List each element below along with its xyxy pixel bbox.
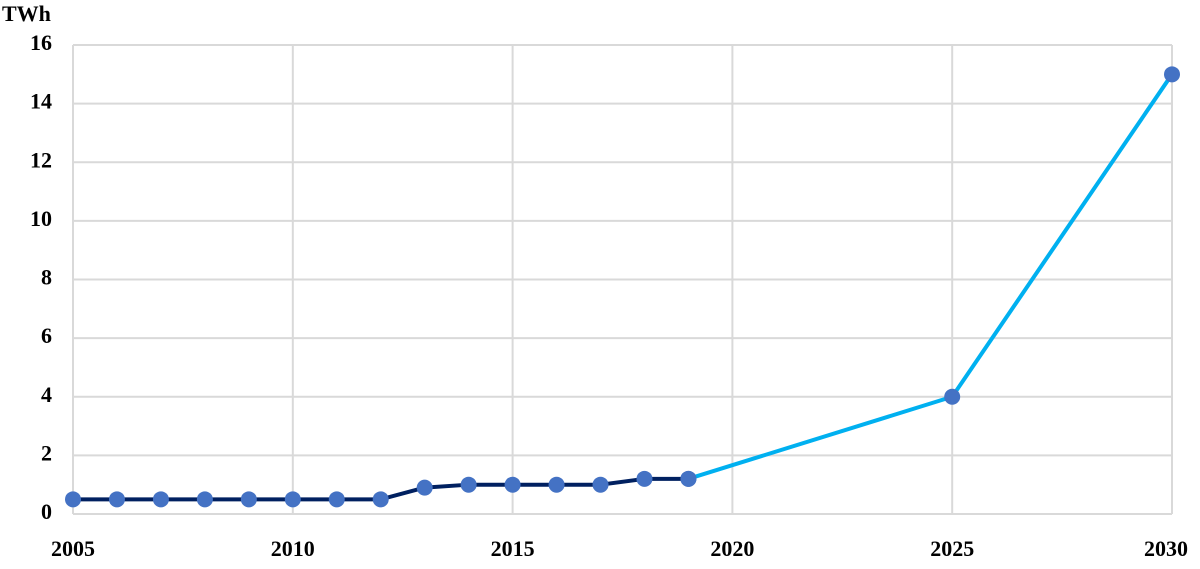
data-point [240,491,257,508]
data-point [680,470,697,487]
series-line [687,73,1174,481]
y-tick-label: 8 [41,265,52,290]
y-tick-label: 16 [30,30,52,55]
data-point [460,476,477,493]
y-tick-label: 10 [30,206,52,231]
data-point [372,491,389,508]
data-point [416,479,433,496]
y-tick-label: 2 [41,440,52,465]
y-tick-label: 4 [41,382,52,407]
x-tick-label: 2015 [491,536,535,561]
data-point [592,476,609,493]
y-tick-label: 14 [30,89,52,114]
y-tick-label: 12 [30,147,52,172]
data-point [152,491,169,508]
data-point [284,491,301,508]
y-tick-label: 0 [41,499,52,524]
data-point [944,388,961,405]
x-tick-label: 2030 [1144,536,1188,561]
data-point [65,491,81,508]
data-point [636,470,653,487]
x-tick-label: 2025 [930,536,974,561]
x-tick-label: 2020 [710,536,754,561]
data-point [196,491,213,508]
data-point [504,476,521,493]
x-tick-label: 2005 [51,536,95,561]
data-point [548,476,565,493]
y-axis-label: TWh [2,1,51,26]
data-point [1164,66,1180,83]
data-point [328,491,345,508]
y-tick-label: 6 [41,323,52,348]
data-point [108,491,125,508]
x-tick-label: 2010 [271,536,315,561]
